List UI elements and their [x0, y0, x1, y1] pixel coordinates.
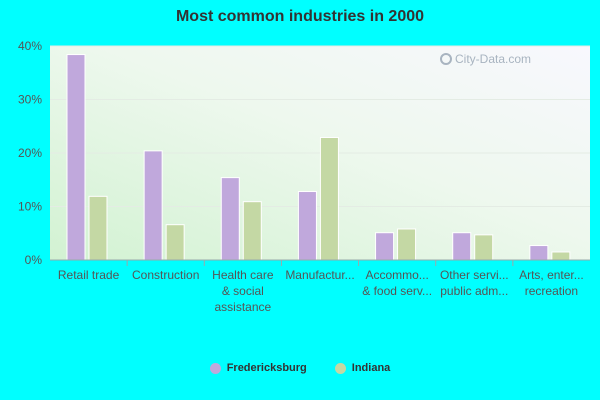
watermark-text: City-Data.com — [455, 52, 532, 66]
x-tick-label: Retail trade — [58, 268, 120, 282]
magnifier-icon — [440, 53, 452, 65]
bar-indiana — [165, 224, 185, 261]
watermark: City-Data.com — [440, 52, 531, 66]
bar-indiana — [88, 195, 108, 261]
bar-fredericksburg — [529, 245, 549, 261]
legend-swatch — [334, 362, 346, 374]
bar-fredericksburg — [66, 54, 86, 261]
x-tick-label: Arts, enter... recreation — [519, 268, 584, 298]
chart-title: Most common industries in 2000 — [175, 8, 425, 25]
legend-label: Indiana — [351, 362, 391, 374]
bar-fredericksburg — [143, 150, 163, 261]
bar-indiana — [474, 234, 494, 261]
bar-indiana — [397, 228, 417, 261]
x-tick-label: Health care & social assistance — [212, 268, 274, 314]
y-tick-label: 0% — [25, 253, 43, 267]
bar-fredericksburg — [375, 232, 395, 261]
bar-indiana — [319, 136, 339, 261]
y-tick-label: 30% — [18, 93, 42, 107]
x-tick-label: Construction — [132, 268, 199, 282]
x-tick-label: Other servi... public adm... — [440, 268, 509, 298]
y-tick-label: 40% — [18, 39, 42, 53]
legend-item: Fredericksburg — [209, 362, 307, 374]
y-tick-label: 20% — [18, 146, 42, 160]
bar-fredericksburg — [452, 232, 472, 261]
legend: Fredericksburg Indiana — [0, 362, 600, 374]
bar-indiana — [242, 201, 262, 261]
legend-label: Fredericksburg — [226, 362, 307, 374]
bar-fredericksburg — [220, 177, 240, 261]
legend-item: Indiana — [334, 362, 391, 374]
y-tick-label: 10% — [18, 200, 42, 214]
x-tick-label: Manufactur... — [285, 268, 354, 282]
bar-indiana — [551, 251, 571, 261]
bar-fredericksburg — [297, 191, 317, 261]
legend-swatch — [209, 362, 221, 374]
x-tick-label: Accommo... & food serv... — [362, 268, 432, 298]
